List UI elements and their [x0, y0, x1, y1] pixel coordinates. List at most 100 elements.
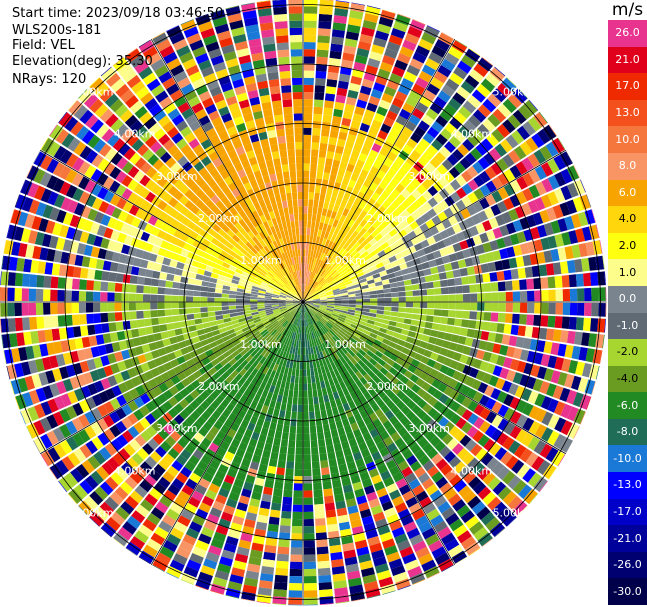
- velocity-gate: [158, 382, 169, 393]
- velocity-gate: [417, 320, 426, 328]
- velocity-gate: [267, 166, 276, 175]
- velocity-gate: [260, 339, 268, 347]
- velocity-gate: [394, 327, 403, 334]
- velocity-gate: [372, 375, 381, 384]
- velocity-gate: [357, 359, 366, 368]
- velocity-gate: [115, 420, 127, 434]
- velocity-gate: [144, 370, 154, 381]
- velocity-gate: [303, 34, 317, 43]
- velocity-gate: [379, 163, 390, 174]
- velocity-gate: [226, 366, 235, 375]
- velocity-gate: [205, 247, 214, 255]
- velocity-gate: [351, 373, 359, 383]
- velocity-gate: [318, 328, 324, 336]
- velocity-gate: [57, 302, 65, 314]
- velocity-gate: [303, 249, 306, 257]
- velocity-gate: [314, 503, 325, 512]
- velocity-gate: [317, 560, 330, 569]
- velocity-gate: [311, 272, 316, 280]
- velocity-gate: [431, 378, 442, 389]
- velocity-gate: [213, 531, 227, 543]
- velocity-gate: [291, 540, 303, 548]
- velocity-gate: [425, 58, 440, 71]
- velocity-gate: [572, 197, 584, 212]
- velocity-gate: [554, 171, 567, 187]
- velocity-gate: [22, 317, 31, 331]
- velocity-gate: [484, 292, 492, 302]
- velocity-gate: [241, 271, 250, 278]
- velocity-gate: [364, 485, 375, 495]
- velocity-gate: [366, 461, 377, 472]
- velocity-gate: [293, 390, 299, 398]
- velocity-gate: [225, 393, 234, 403]
- velocity-gate: [469, 521, 484, 535]
- velocity-gate: [379, 254, 389, 262]
- velocity-gate: [271, 217, 278, 226]
- velocity-gate: [477, 467, 491, 481]
- velocity-gate: [584, 303, 592, 317]
- velocity-gate: [501, 211, 513, 224]
- velocity-gate: [61, 456, 75, 471]
- velocity-gate: [117, 360, 127, 372]
- velocity-gate: [299, 285, 302, 293]
- velocity-gate: [157, 347, 167, 357]
- velocity-gate: [269, 195, 276, 204]
- velocity-gate: [29, 274, 38, 288]
- velocity-gate: [511, 130, 525, 145]
- velocity-gate: [341, 306, 349, 309]
- velocity-gate: [397, 339, 406, 347]
- velocity-gate: [300, 340, 303, 348]
- velocity-gate: [249, 179, 258, 189]
- velocity-gate: [271, 302, 279, 304]
- velocity-gate: [235, 295, 244, 299]
- velocity-gate: [104, 204, 116, 216]
- velocity-gate: [137, 220, 148, 231]
- velocity-gate: [585, 241, 595, 256]
- velocity-gate: [420, 425, 431, 437]
- velocity-gate: [191, 421, 202, 432]
- velocity-gate: [130, 266, 140, 276]
- velocity-gate: [347, 340, 356, 347]
- velocity-gate: [152, 32, 168, 46]
- velocity-gate: [245, 82, 258, 92]
- velocity-gate: [344, 225, 351, 234]
- velocity-gate: [369, 265, 378, 272]
- velocity-gate: [332, 22, 347, 31]
- velocity-gate: [410, 460, 422, 472]
- velocity-gate: [348, 156, 358, 166]
- velocity-gate: [534, 424, 547, 439]
- velocity-gate: [80, 385, 92, 399]
- velocity-gate: [155, 146, 167, 158]
- velocity-gate: [338, 247, 346, 256]
- velocity-gate: [315, 266, 321, 274]
- velocity-gate: [121, 293, 129, 302]
- velocity-gate: [286, 297, 294, 300]
- velocity-gate: [294, 318, 298, 326]
- velocity-gate: [87, 268, 96, 280]
- velocity-gate: [253, 244, 261, 252]
- velocity-gate: [401, 268, 410, 275]
- velocity-gate: [438, 200, 449, 211]
- velocity-gate: [422, 392, 433, 403]
- velocity-gate: [160, 354, 170, 364]
- velocity-gate: [165, 157, 177, 169]
- velocity-gate: [256, 601, 271, 604]
- velocity-gate: [373, 257, 382, 265]
- velocity-gate: [483, 312, 492, 322]
- velocity-gate: [226, 402, 235, 412]
- velocity-gate: [359, 227, 367, 236]
- velocity-gate: [53, 145, 67, 161]
- velocity-gate: [292, 309, 297, 316]
- velocity-gate: [296, 318, 300, 326]
- velocity-gate: [438, 416, 450, 428]
- velocity-gate: [488, 217, 499, 229]
- velocity-gate: [39, 343, 49, 357]
- velocity-gate: [186, 33, 202, 45]
- velocity-gate: [265, 308, 273, 312]
- velocity-gate: [384, 545, 398, 556]
- velocity-gate: [324, 93, 336, 102]
- velocity-gate: [278, 539, 290, 548]
- velocity-gate: [59, 165, 72, 180]
- velocity-gate: [384, 86, 397, 97]
- velocity-gate: [531, 133, 545, 148]
